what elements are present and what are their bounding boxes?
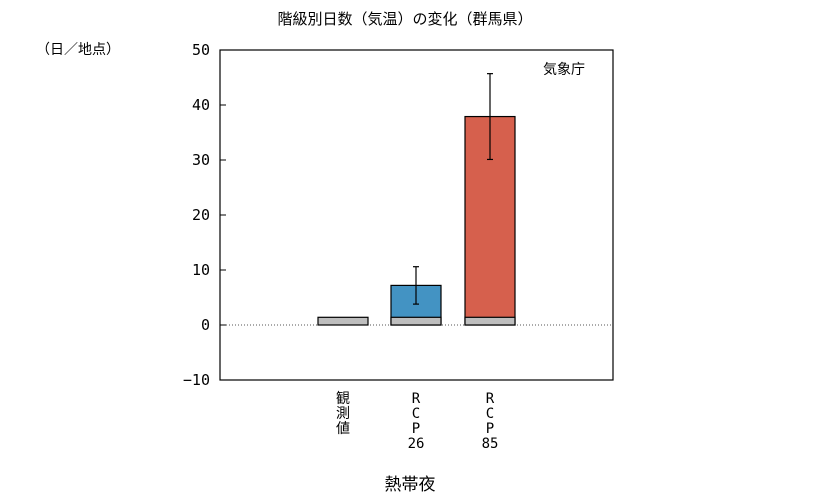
bar [317,316,369,326]
y-tick-label: −10 [183,371,210,389]
chart-title: 階級別日数（気温）の変化（群馬県） [277,10,532,28]
x-category-label: 85 [482,436,499,452]
y-tick-label: 10 [192,261,210,279]
x-category-label: P [486,421,494,437]
x-category-label: 測 [336,406,350,422]
y-axis: −10 0 10 20 30 40 50 [183,41,226,389]
source-label: 気象庁 [543,62,585,78]
plot-area [219,49,614,381]
y-tick-label: 30 [192,151,210,169]
x-category-label: 26 [408,436,425,452]
bars [317,73,516,326]
y-tick-label: 0 [201,316,210,334]
x-axis-title: 熱帯夜 [385,475,436,495]
y-tick-label: 50 [192,41,210,59]
x-category-label: C [412,406,420,422]
y-tick-label: 40 [192,96,210,114]
y-tick-label: 20 [192,206,210,224]
x-category-label: C [486,406,494,422]
observed-baseline-segment [464,316,516,326]
x-category-label: 値 [336,421,350,437]
x-category-label: P [412,421,420,437]
observed-baseline-segment [390,316,442,326]
y-axis-unit-label: （日／地点） [36,42,120,58]
x-category-label: 観 [336,390,350,407]
x-category-label: R [412,391,421,407]
x-category-label: R [486,391,495,407]
